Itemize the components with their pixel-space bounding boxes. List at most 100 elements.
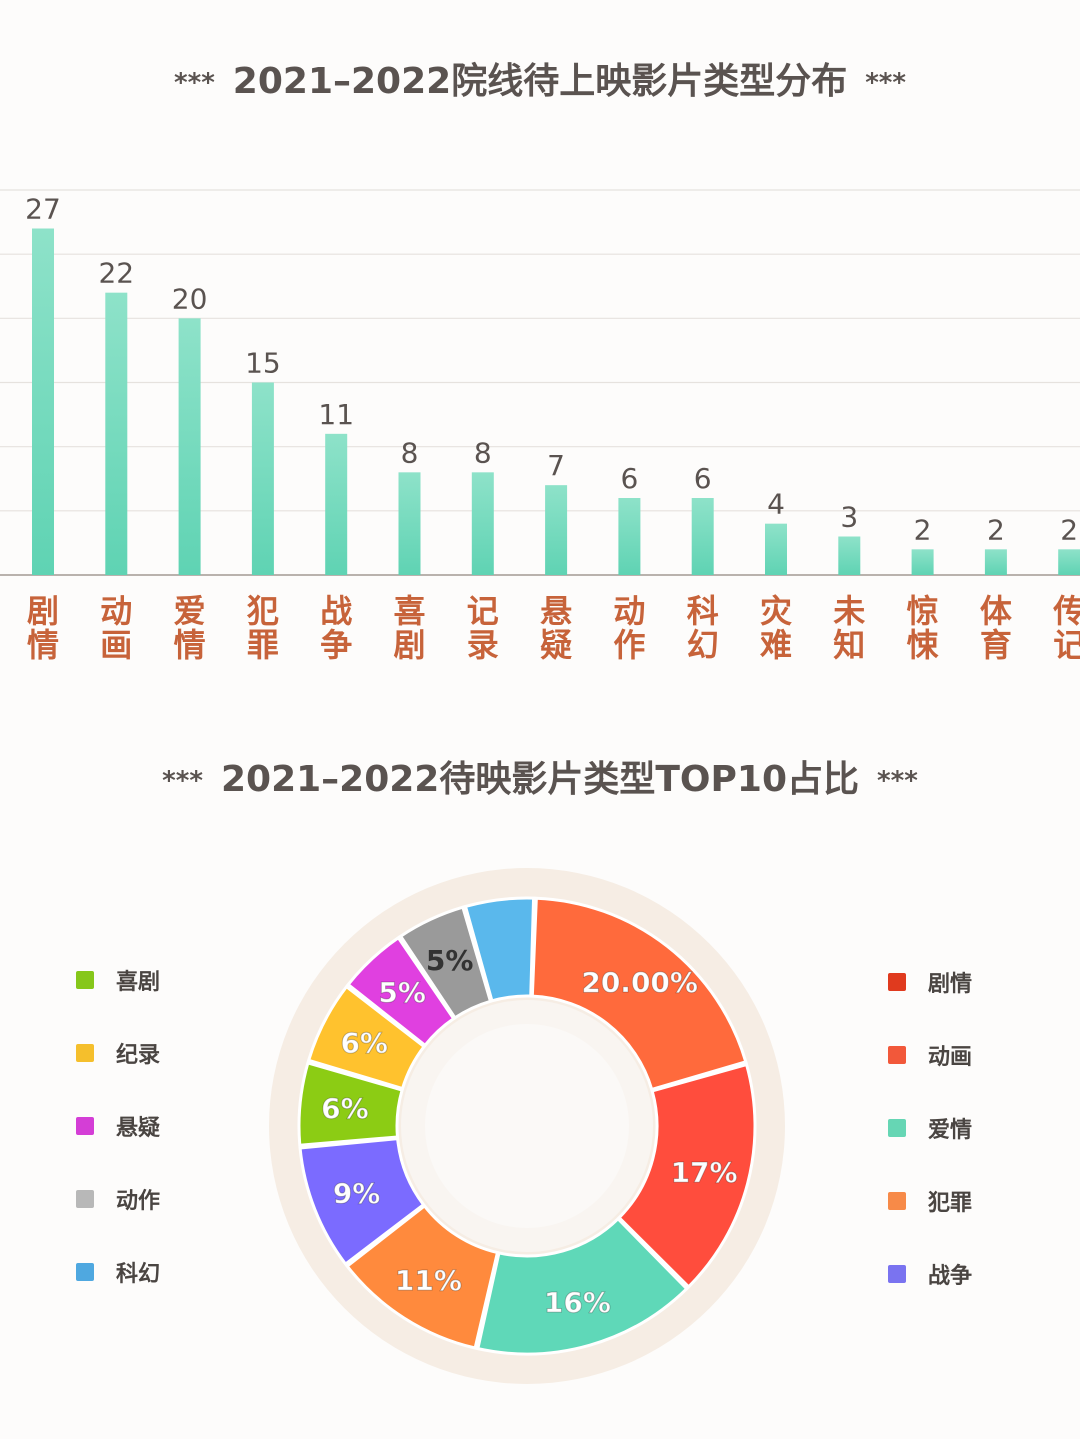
legend-swatch (888, 1046, 906, 1064)
bar-value-label: 2 (914, 513, 932, 546)
legend-item: 战争 (888, 1259, 972, 1289)
legend-label: 犯罪 (928, 1191, 973, 1216)
category-label: 难 (760, 626, 792, 664)
bar (765, 523, 787, 575)
bar (471, 472, 494, 575)
legend-item: 犯罪 (888, 1186, 972, 1216)
slice-percent-label: 6% (340, 1026, 388, 1059)
donut-slice (297, 1061, 404, 1147)
slice-percent-label: 16% (544, 1286, 611, 1319)
donut-legend-left: 喜剧纪录悬疑动作科幻 (76, 965, 276, 1295)
donut-slice (306, 984, 427, 1091)
bar-chart: 27剧情22动画20爱情15犯罪11战争8喜剧8记录7悬疑6动作6科幻4灾难3未… (0, 189, 1080, 664)
donut-slice (345, 1203, 500, 1350)
category-label: 悬 (540, 592, 572, 630)
category-label: 犯 (247, 592, 279, 630)
legend-label: 战争 (928, 1264, 973, 1289)
category-label: 剧 (393, 626, 425, 664)
donut-slice (476, 1216, 689, 1356)
bar (398, 472, 421, 575)
bar-value-label: 15 (245, 347, 281, 380)
donut-slice (530, 896, 748, 1092)
bar (691, 498, 714, 575)
legend-item: 剧情 (888, 967, 972, 997)
legend-item: 纪录 (76, 1038, 160, 1068)
legend-swatch (76, 1190, 94, 1208)
slice-percent-label: 11% (395, 1264, 462, 1297)
category-label: 动 (100, 592, 132, 630)
category-label: 情 (27, 626, 59, 664)
bar-value-label: 20 (172, 282, 208, 315)
bar (911, 549, 934, 575)
legend-label: 纪录 (116, 1043, 161, 1068)
category-label: 记 (1053, 626, 1080, 664)
slice-percent-label: 17% (671, 1156, 738, 1189)
bar-value-label: 27 (25, 193, 61, 226)
category-label: 幻 (687, 626, 719, 664)
legend-swatch (76, 1117, 94, 1135)
bar-title-text: 2021–2022院线待上映影片类型分布 (232, 61, 848, 102)
category-label: 育 (980, 626, 1012, 664)
bar-chart-title: *** 2021–2022院线待上映影片类型分布 *** (0, 52, 1080, 104)
legend-label: 喜剧 (116, 970, 161, 995)
category-label: 剧 (27, 592, 59, 630)
legend-item: 动画 (888, 1040, 972, 1070)
title-stars-left: *** (162, 766, 203, 796)
legend-item: 动作 (76, 1184, 160, 1214)
legend-label: 科幻 (116, 1262, 161, 1287)
legend-swatch (76, 1263, 94, 1281)
bar (251, 382, 274, 575)
category-label: 惊 (907, 592, 939, 630)
legend-label: 动作 (116, 1189, 161, 1214)
bar-value-label: 22 (98, 257, 134, 290)
donut-slice (463, 896, 536, 1003)
category-label: 喜 (393, 592, 425, 630)
category-label: 未 (833, 592, 865, 630)
bar-value-label: 11 (318, 398, 354, 431)
slice-percent-label: 9% (333, 1177, 381, 1210)
donut-slice (346, 935, 456, 1048)
donut-chart: 20.00% 17% 16% 11% 9% 6% 6% 5%5% (269, 868, 785, 1384)
donut-slice (617, 1062, 757, 1289)
slice-percent-label: 5% (378, 976, 426, 1009)
bar (545, 485, 568, 575)
bar (1058, 549, 1080, 575)
title-stars-left: *** (174, 68, 215, 98)
legend-item: 悬疑 (76, 1111, 160, 1141)
bar (178, 318, 201, 575)
donut-legend-right: 剧情动画爱情犯罪战争 (888, 967, 1080, 1297)
bar-value-label: 4 (767, 488, 785, 521)
category-label: 传 (1052, 592, 1080, 630)
donut-slice (398, 905, 493, 1020)
slice-percent-label: 5% (426, 944, 474, 977)
category-label: 知 (833, 626, 865, 664)
category-label: 画 (100, 626, 132, 664)
bar (325, 433, 348, 575)
category-label: 情 (174, 626, 206, 664)
bar-value-label: 8 (401, 436, 419, 469)
legend-label: 剧情 (928, 972, 973, 997)
category-label: 动 (613, 592, 645, 630)
bar (618, 498, 641, 575)
legend-swatch (76, 971, 94, 989)
legend-swatch (888, 1265, 906, 1283)
category-label: 疑 (540, 626, 572, 664)
bar-value-label: 7 (547, 449, 565, 482)
legend-item: 喜剧 (76, 965, 160, 995)
title-stars-right: *** (865, 68, 906, 98)
bar-value-label: 2 (1060, 513, 1078, 546)
slice-percent-label: 6% (321, 1092, 369, 1125)
category-label: 战 (320, 592, 352, 630)
bar-value-label: 6 (620, 462, 638, 495)
legend-swatch (888, 1119, 906, 1137)
bar-value-label: 6 (694, 462, 712, 495)
bar (838, 536, 861, 575)
legend-label: 爱情 (928, 1118, 973, 1143)
legend-swatch (888, 1192, 906, 1210)
legend-swatch (888, 973, 906, 991)
bar-value-label: 3 (840, 501, 858, 534)
donut-title-text: 2021–2022待映影片类型TOP10占比 (220, 759, 860, 800)
category-label: 灾 (760, 592, 792, 630)
legend-label: 悬疑 (116, 1116, 161, 1141)
